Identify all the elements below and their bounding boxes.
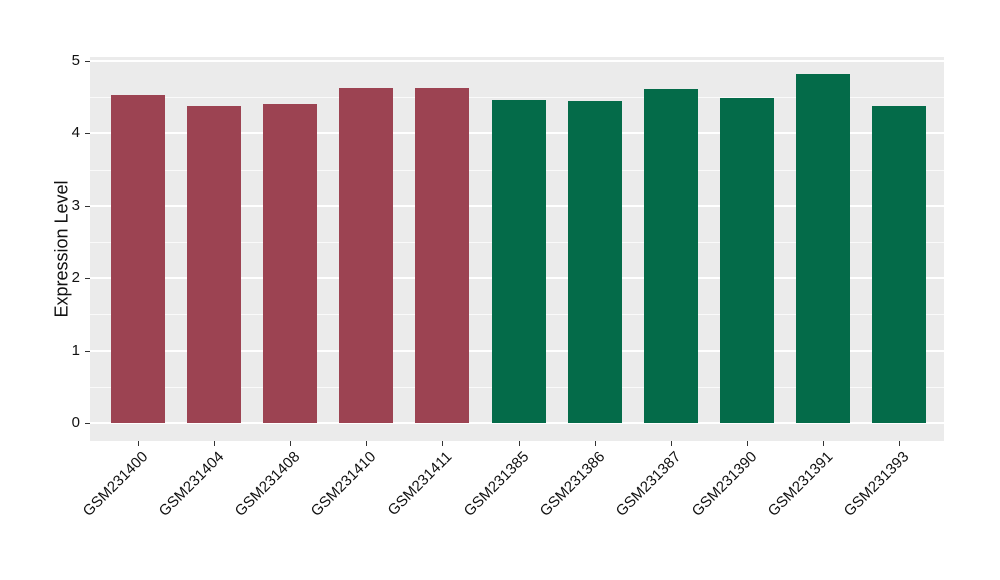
- y-tick-2: [85, 278, 90, 280]
- bar-GSM231410: [339, 87, 394, 423]
- y-tick-label-0: 0: [71, 414, 80, 431]
- y-tick-label-2: 2: [71, 269, 80, 287]
- x-tick-GSM231393: [899, 441, 900, 446]
- plot-panel: [90, 57, 944, 441]
- bar-GSM231387: [643, 88, 698, 423]
- bar-GSM231385: [491, 100, 546, 423]
- gridline-minor-4.5: [90, 97, 944, 99]
- bar-GSM231391: [795, 74, 850, 423]
- y-tick-label-4: 4: [71, 124, 80, 142]
- x-tick-GSM231404: [214, 441, 216, 446]
- bar-GSM231390: [719, 97, 774, 423]
- y-tick-label-5: 5: [71, 52, 80, 69]
- gridline-major-0: [90, 422, 944, 424]
- y-axis-title: Expression Level: [51, 180, 72, 318]
- x-tick-GSM231411: [442, 441, 444, 446]
- x-tick-GSM231386: [594, 441, 596, 446]
- bar-GSM231408: [263, 103, 318, 423]
- x-tick-GSM231408: [290, 441, 292, 446]
- bar-GSM231404: [187, 105, 242, 423]
- y-tick-0: [85, 423, 90, 424]
- y-tick-3: [85, 205, 90, 207]
- x-tick-GSM231390: [746, 441, 748, 446]
- x-tick-GSM231410: [366, 441, 368, 446]
- x-tick-GSM231400: [138, 441, 139, 446]
- gridline-major-5: [90, 60, 944, 62]
- bar-GSM231386: [567, 100, 622, 423]
- y-tick-5: [85, 61, 90, 62]
- x-tick-GSM231385: [518, 441, 520, 446]
- y-tick-4: [85, 133, 90, 135]
- bar-GSM231411: [415, 87, 470, 423]
- bar-GSM231393: [872, 105, 926, 423]
- bar-GSM231400: [111, 95, 165, 423]
- y-tick-1: [85, 350, 90, 352]
- x-tick-GSM231391: [822, 441, 824, 446]
- y-tick-label-3: 3: [71, 196, 80, 214]
- y-tick-label-1: 1: [71, 341, 80, 359]
- x-tick-GSM231387: [670, 441, 672, 446]
